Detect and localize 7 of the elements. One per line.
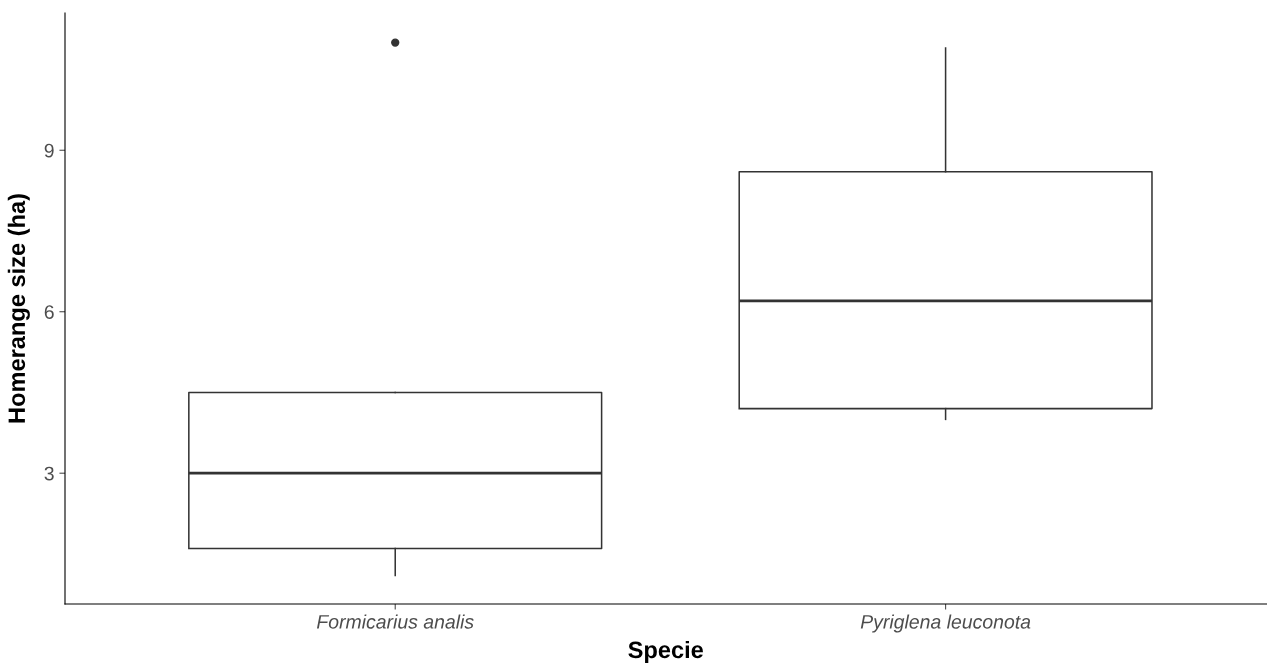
y-tick-label: 3 xyxy=(44,466,54,481)
x-axis-title: Specie xyxy=(628,640,703,663)
x-tick-label: Pyriglena leuconota xyxy=(860,614,1031,633)
x-tick-label: Formicarius analis xyxy=(316,614,474,629)
y-axis-title: Homerange size (ha) xyxy=(7,194,30,423)
y-tick-label: 9 xyxy=(44,143,54,158)
y-tick-label: 6 xyxy=(44,305,54,319)
